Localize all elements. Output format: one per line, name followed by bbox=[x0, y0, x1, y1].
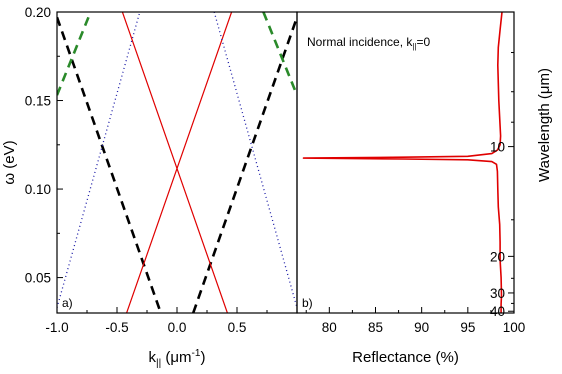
panel-b-frame bbox=[296, 11, 515, 314]
x-label-subscript: || bbox=[156, 358, 161, 369]
panel-a: -1.0 -0.5 0.0 0.5 0.05 0.10 0.15 0.20 a) k|| (μ… bbox=[1, 5, 298, 369]
panel-b-ticks: 80 85 90 95 100 10 20 30 40 bbox=[305, 52, 526, 335]
x-tick-label: 0.5 bbox=[228, 320, 247, 335]
x-label-paren-close: ) bbox=[200, 349, 205, 366]
x-tick-label: 95 bbox=[460, 320, 475, 335]
x-label-main: k bbox=[149, 349, 157, 366]
x-label-paren-open: ( bbox=[161, 349, 170, 366]
x-tick-label: 80 bbox=[322, 320, 337, 335]
panel-a-ticks: -1.0 -0.5 0.0 0.5 0.05 0.10 0.15 0.20 bbox=[25, 5, 268, 335]
wavelength-tick-label: 20 bbox=[490, 249, 505, 264]
panel-b-x-axis-label: Reflectance (%) bbox=[352, 349, 459, 366]
x-tick-label: 85 bbox=[368, 320, 383, 335]
wavelength-tick-label: 40 bbox=[490, 304, 505, 319]
panel-a-series-line-5 bbox=[57, 12, 141, 308]
panel-b-right-axis-label: Wavelength (μm) bbox=[536, 68, 553, 182]
panel-b-annotation: Normal incidence, k||=0 bbox=[307, 35, 431, 51]
annotation-subscript: || bbox=[412, 42, 416, 51]
annotation-main: Normal incidence, k bbox=[307, 35, 413, 49]
panel-b: 80 85 90 95 100 10 20 30 40 b) Normal incidence,… bbox=[296, 11, 553, 366]
panel-b-reflectance-line-1 bbox=[302, 12, 503, 313]
panel-a-series-line-1 bbox=[57, 16, 163, 313]
x-tick-label: 100 bbox=[503, 320, 526, 335]
panel-b-letter: b) bbox=[302, 296, 313, 310]
annotation-suffix: =0 bbox=[417, 35, 431, 49]
panel-a-series-line-8 bbox=[262, 12, 297, 96]
x-tick-label: 0.0 bbox=[168, 320, 187, 335]
wavelength-tick-label: 10 bbox=[490, 140, 505, 155]
y-tick-label: 0.15 bbox=[25, 94, 51, 109]
y-tick-label: 0.20 bbox=[25, 5, 51, 20]
panel-a-series-line-2 bbox=[191, 16, 297, 313]
panel-b-series bbox=[302, 12, 503, 313]
y-tick-label: 0.10 bbox=[25, 182, 51, 197]
panel-a-y-axis-label: ω (eV) bbox=[1, 140, 18, 184]
panel-a-series bbox=[57, 12, 297, 313]
x-tick-label: -0.5 bbox=[105, 320, 128, 335]
wavelength-tick-label: 30 bbox=[490, 286, 505, 301]
panel-a-frame bbox=[56, 11, 298, 314]
x-label-unit-exponent: -1 bbox=[192, 348, 201, 359]
x-tick-label: 90 bbox=[414, 320, 429, 335]
panel-a-x-axis-label: k|| (μm-1) bbox=[149, 348, 206, 369]
x-tick-label: -1.0 bbox=[45, 320, 68, 335]
y-tick-label: 0.05 bbox=[25, 271, 51, 286]
panel-a-series-line-3 bbox=[121, 12, 228, 313]
panel-a-letter: a) bbox=[62, 296, 73, 310]
panel-a-series-line-7 bbox=[57, 12, 92, 96]
panel-a-series-line-4 bbox=[126, 12, 233, 313]
x-label-unit: μm bbox=[170, 349, 191, 366]
